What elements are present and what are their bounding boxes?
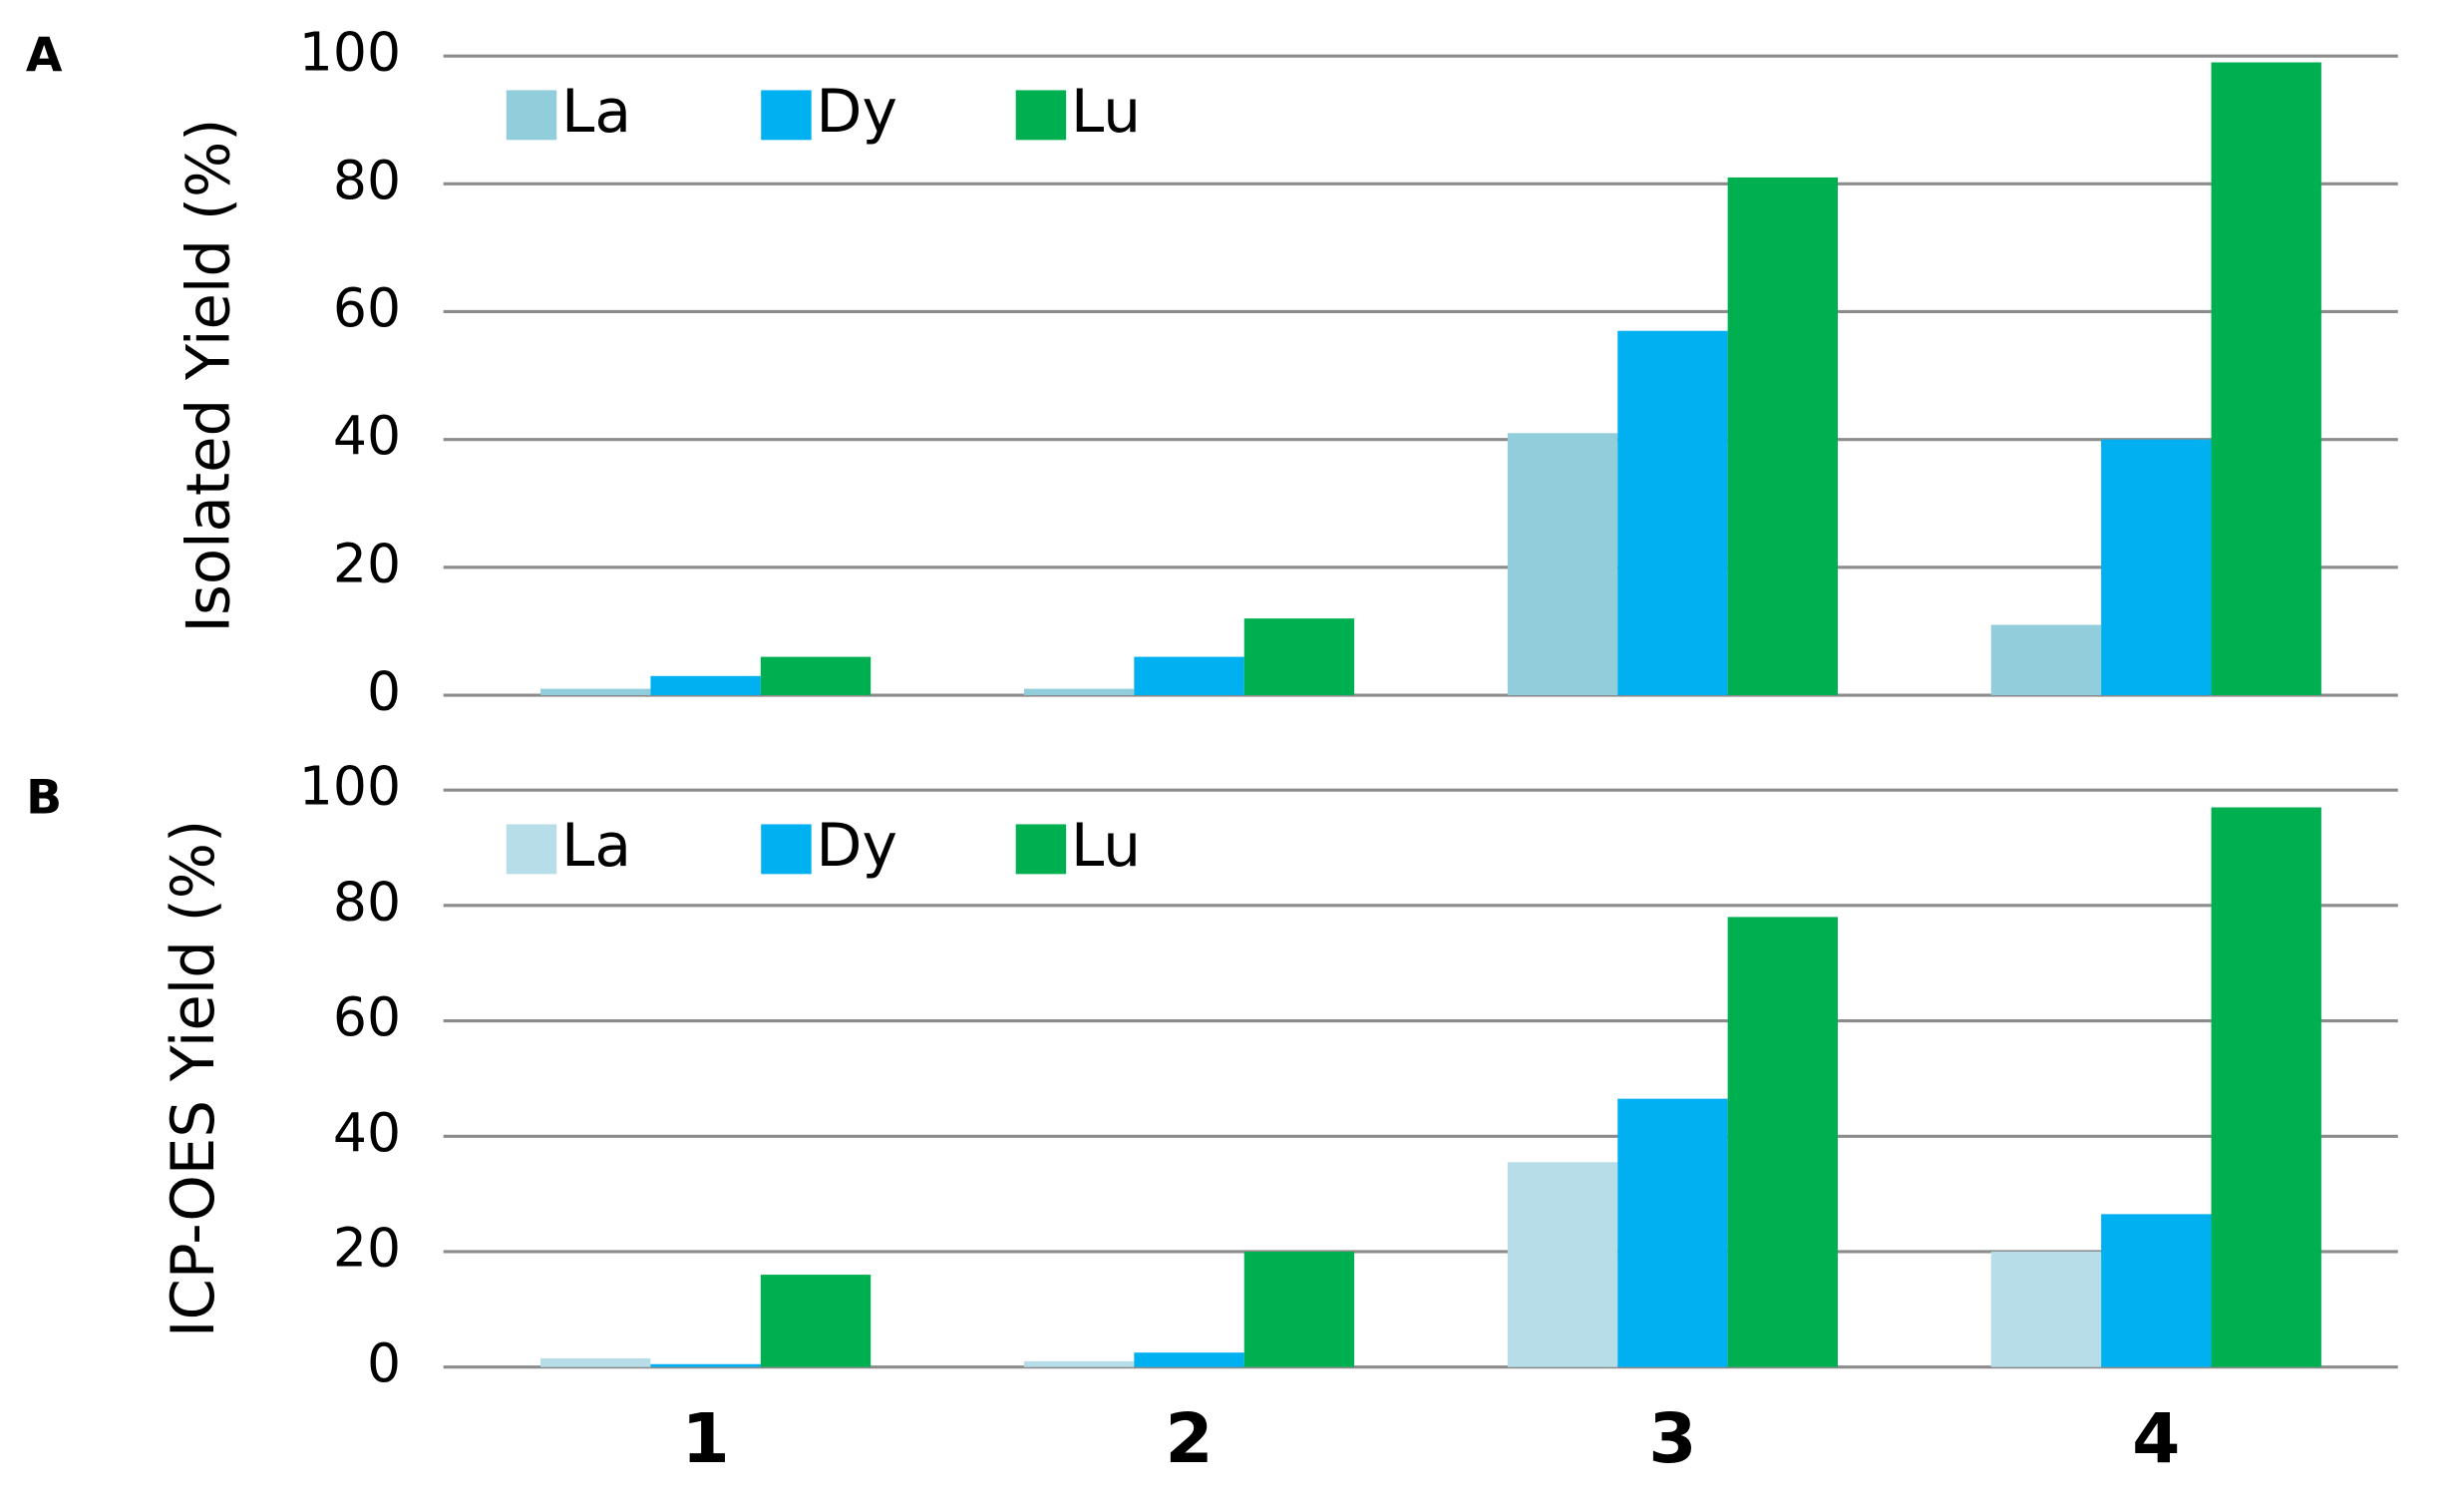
bar xyxy=(1727,917,1839,1367)
y-tick-label: 40 xyxy=(333,1102,401,1164)
x-tick-label: 3 xyxy=(1648,1399,1696,1479)
y-tick-label: 80 xyxy=(333,872,401,934)
y-tick-label: 0 xyxy=(367,661,401,723)
bar xyxy=(1023,1360,1135,1367)
bar xyxy=(650,675,761,696)
y-tick-label: 60 xyxy=(333,277,401,339)
bar xyxy=(1243,618,1355,696)
y-tick-label: 80 xyxy=(333,150,401,211)
bar xyxy=(1617,1098,1728,1367)
y-tick-label: 40 xyxy=(333,406,401,468)
bar xyxy=(1023,688,1135,696)
bar xyxy=(760,1275,872,1367)
bar xyxy=(760,656,872,696)
bar xyxy=(1507,433,1618,696)
bar xyxy=(540,1357,651,1367)
legend-swatch xyxy=(506,90,557,141)
bar xyxy=(1134,1352,1244,1367)
y-axis-label: ICP-OES Yield (%) xyxy=(159,820,227,1337)
panel-label: A xyxy=(26,29,63,84)
bar xyxy=(1617,330,1728,696)
y-tick-label: 60 xyxy=(333,986,401,1048)
legend-swatch xyxy=(1015,90,1067,141)
bar xyxy=(1727,177,1839,696)
legend-label: Lu xyxy=(1071,78,1141,147)
y-tick-label: 0 xyxy=(367,1332,401,1394)
bar xyxy=(2211,807,2321,1367)
bar xyxy=(2211,62,2321,696)
bar xyxy=(1990,1251,2102,1367)
bar xyxy=(540,688,651,696)
legend-swatch xyxy=(1015,824,1067,875)
legend-label: Dy xyxy=(816,78,897,147)
x-tick-label: 1 xyxy=(681,1399,729,1479)
bar xyxy=(1990,624,2102,696)
y-axis-label: Isolated Yield (%) xyxy=(175,119,243,633)
legend-swatch xyxy=(761,824,812,875)
legend-swatch xyxy=(506,824,557,875)
legend-label: La xyxy=(561,812,631,881)
x-tick-label: 2 xyxy=(1165,1399,1213,1479)
bar xyxy=(1507,1162,1618,1367)
bar xyxy=(1134,656,1244,696)
legend-label: La xyxy=(561,78,631,147)
y-tick-label: 20 xyxy=(333,1218,401,1280)
bar xyxy=(2101,1214,2212,1367)
legend-swatch xyxy=(761,90,812,141)
y-tick-label: 100 xyxy=(299,756,401,818)
legend-label: Lu xyxy=(1071,812,1141,881)
bar xyxy=(1243,1251,1355,1367)
panel-label: B xyxy=(26,771,62,826)
x-tick-label: 4 xyxy=(2132,1399,2180,1479)
legend-label: Dy xyxy=(816,812,897,881)
y-tick-label: 20 xyxy=(333,534,401,595)
y-tick-label: 100 xyxy=(299,22,401,84)
bar xyxy=(2101,439,2212,696)
bar xyxy=(650,1363,761,1367)
